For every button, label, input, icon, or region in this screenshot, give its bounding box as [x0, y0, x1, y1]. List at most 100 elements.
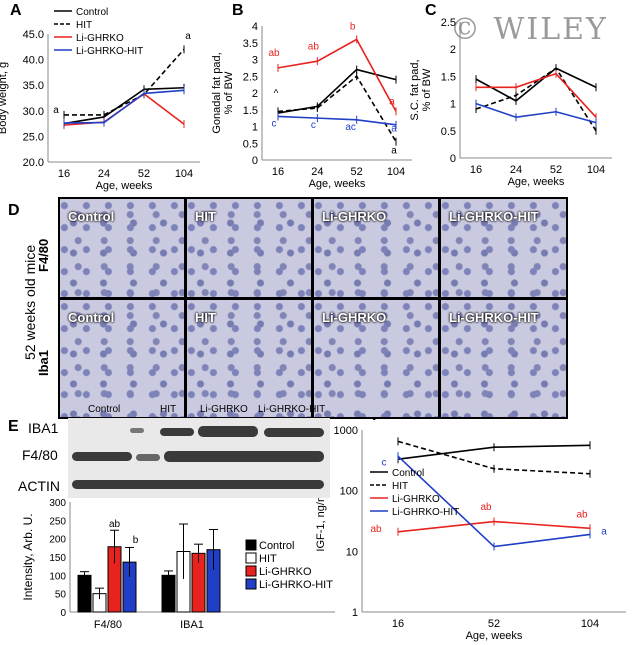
chart-c-x-tick-label: 16: [470, 164, 482, 176]
series-line-hit: [475, 67, 597, 132]
significance-label: ab: [480, 502, 492, 513]
legend-label: HIT: [259, 553, 277, 565]
chart-b-y-axis-title: % of BW: [223, 71, 235, 114]
panel-letter-a: A: [10, 2, 22, 19]
blot-row-label-f480: F4/80: [22, 447, 58, 463]
western-blot-image: [68, 418, 330, 498]
chart-f-x-tick-label: 52: [488, 618, 500, 630]
chart-b-y-tick-label: 0.5: [243, 138, 258, 150]
significance-label: c: [382, 457, 387, 468]
chart-b-x-axis-title: Age, weeks: [309, 178, 366, 190]
chart-a-y-tick-label: 45.0: [23, 29, 44, 41]
chart-b-y-tick-label: 2.5: [243, 71, 258, 83]
significance-label: ab: [308, 41, 320, 52]
chart-b-y-tick-label: 3.5: [243, 38, 258, 50]
legend-label: Li-GHRKO-HIT: [259, 579, 333, 591]
series-line-li-ghrko: [277, 38, 397, 112]
chart-c-y-tick-label: 0.5: [441, 126, 456, 138]
chart-e-category-label: IBA1: [180, 619, 204, 631]
legend-swatch: [245, 539, 257, 551]
series-line-control: [475, 67, 597, 102]
chart-b-y-tick-label: 3: [252, 55, 258, 67]
tile-label: Li-GHRKO-HIT: [449, 310, 539, 325]
chart-e-y-tick-label: 250: [49, 516, 66, 527]
micrograph-f480-li-ghrko-hit: Li-GHRKO-HIT: [439, 197, 568, 299]
significance-label: a: [389, 97, 395, 108]
legend-swatch: [245, 578, 257, 590]
significance-label: a: [53, 105, 59, 116]
tile-label: Control: [68, 310, 115, 325]
chart-a-x-tick-label: 24: [98, 168, 110, 180]
legend-label: Control: [259, 540, 294, 552]
chart-b-y-tick-label: 2: [252, 88, 258, 100]
chart-c-y-tick-label: 0: [450, 153, 456, 165]
chart-f-x-tick-label: 104: [581, 618, 599, 630]
chart-a-y-axis-title: Body weight, g: [0, 62, 9, 134]
chart-a-y-tick-label: 25.0: [23, 131, 44, 143]
significance-label: a: [391, 145, 397, 156]
legend-label: Li-GHRKO-HIT: [76, 46, 143, 57]
chart-e-y-axis-title: Intensity, Arb. U.: [21, 513, 35, 600]
chart-c-y-tick-label: 2: [450, 44, 456, 56]
micrograph-iba1-control: Control: [58, 298, 186, 419]
series-line-li-ghrko-hit: [475, 102, 597, 124]
significance-label: a: [391, 124, 397, 135]
legend-label: HIT: [392, 481, 408, 492]
chart-a-y-tick-label: 40.0: [23, 55, 44, 67]
tile-label: Control: [68, 209, 115, 224]
chart-b-y-tick-label: 1.5: [243, 105, 258, 117]
chart-a-y-tick-label: 20.0: [23, 157, 44, 169]
chart-e-category-label: F4/80: [94, 619, 122, 631]
chart-e-y-tick-label: 150: [49, 553, 66, 564]
tile-label: Li-GHRKO: [322, 310, 387, 325]
chart-c-x-tick-label: 52: [550, 164, 562, 176]
chart-c-y-axis-title: S.C. fat pad,: [409, 59, 421, 120]
chart-c-x-tick-label: 104: [587, 164, 605, 176]
chart-e-y-tick-label: 200: [49, 535, 66, 546]
publisher-watermark: © WILEY: [450, 12, 608, 47]
chart-c-y-axis-title: % of BW: [421, 68, 433, 111]
chart-a-x-tick-label: 52: [138, 168, 150, 180]
chart-a-x-axis-title: Age, weeks: [96, 180, 153, 192]
chart-b-x-tick-label: 104: [387, 166, 405, 178]
tile-label: Li-GHRKO: [322, 209, 387, 224]
series-line-li-ghrko-hit: [63, 89, 185, 124]
blot-group-label-li-ghrko: Li-GHRKO: [200, 404, 248, 415]
micrograph-grid: Control HIT Li-GHRKO Li-GHRKO-HIT Contro…: [58, 197, 568, 419]
chart-c-y-tick-label: 1: [450, 99, 456, 111]
chart-b-x-tick-label: 52: [351, 166, 363, 178]
micrograph-f480-hit: HIT: [185, 197, 313, 299]
legend-swatch: [245, 565, 257, 577]
significance-label: a: [185, 31, 191, 42]
chart-e-y-tick-label: 100: [49, 571, 66, 582]
blot-row-label-iba1: IBA1: [28, 420, 59, 436]
legend-label: Control: [76, 7, 108, 18]
bar-control: [161, 574, 176, 613]
legend-label: Li-GHRKO-HIT: [392, 507, 459, 518]
series-line-hit: [277, 75, 397, 142]
significance-label: ab: [576, 510, 588, 521]
chart-c-y-tick-label: 2.5: [441, 17, 456, 29]
tile-label: HIT: [195, 209, 216, 224]
chart-c-x-axis-title: Age, weeks: [508, 176, 565, 188]
series-line-hit: [64, 48, 185, 116]
significance-label: ab: [370, 524, 382, 535]
series-line-li-ghrko-hit: [277, 115, 397, 126]
significance-label: c: [272, 119, 277, 130]
blot-group-label-li-ghrko-hit: Li-GHRKO-HIT: [258, 404, 326, 415]
chart-f-y-tick-label: 1000: [334, 425, 358, 437]
chart-a-y-tick-label: 35.0: [23, 80, 44, 92]
legend-label: Li-GHRKO: [76, 33, 124, 44]
chart-b-y-tick-label: 1: [252, 122, 258, 134]
micrograph-f480-control: Control: [58, 197, 186, 299]
micrograph-iba1-li-ghrko-hit: Li-GHRKO-HIT: [439, 298, 568, 419]
significance-label: ab: [109, 519, 121, 530]
chart-b-x-tick-label: 16: [272, 166, 284, 178]
significance-label: b: [350, 21, 356, 32]
significance-label: ^: [274, 88, 279, 99]
significance-label: c: [311, 120, 316, 131]
panel-letter-c: C: [425, 2, 437, 19]
chart-b-x-tick-label: 24: [311, 166, 323, 178]
chart-a-y-tick-label: 30.0: [23, 106, 44, 118]
